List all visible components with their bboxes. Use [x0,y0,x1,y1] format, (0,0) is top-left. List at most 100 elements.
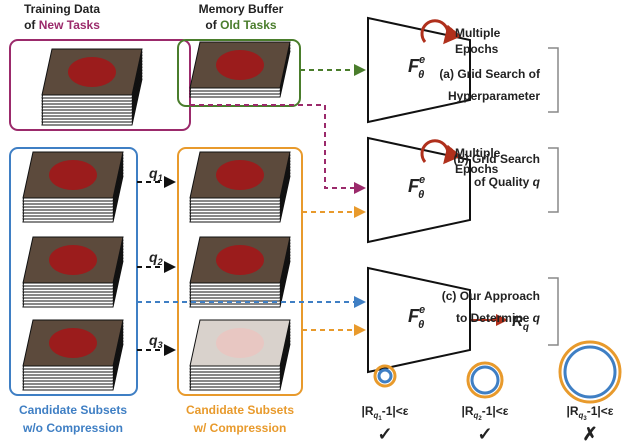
label: 2 [478,416,482,422]
bracket [548,47,559,113]
circle [377,368,393,384]
label: θ [418,319,424,331]
label: to Determine [456,311,533,325]
bracket [548,277,559,346]
label: New Tasks [39,18,100,32]
conditions: |Rq1-1|<ε✓|Rq2-1|<ε✓|Rq3-1|<ε✗ [362,404,614,444]
model [367,266,471,374]
result: ✓ [477,424,492,444]
label: 3 [583,416,587,422]
label: q [149,165,158,181]
label: 1 [158,173,163,183]
label: e [419,54,425,66]
label: q [533,311,541,325]
quality-label: q1 [149,165,163,183]
condition: |Rq3-1|<ε [567,404,614,422]
label: w/o Compression [22,421,123,435]
circle [470,365,500,395]
label: Hyperparameter [448,89,540,103]
label: to Determine q [456,311,541,325]
label: -1|<ε [587,404,614,418]
arrow [190,104,366,194]
label: Epochs [455,162,499,176]
label: |R [362,404,374,418]
output-label: Rq [512,313,529,333]
compressed-box [177,147,303,396]
label: e [419,174,425,186]
arrows [137,64,366,356]
model-label: Fe θ [408,174,425,201]
label: Old Tasks [220,18,277,32]
label: q [149,249,158,265]
label: e [419,304,425,316]
label: Epochs [455,42,499,56]
label: Multiple [455,146,501,160]
uncompressed-box [9,147,138,396]
circles [373,340,622,404]
label: |R [567,404,579,418]
label: Memory Buffer [199,2,284,16]
condition: |Rq2-1|<ε [462,404,509,422]
object [49,328,97,358]
label: Training Data [24,2,100,16]
circle [558,340,622,404]
label: (a) Grid Search of [439,67,541,81]
model-labels: Fe θFe θFe θ [408,54,425,331]
label: w/ Compression [193,421,287,435]
models [367,16,471,374]
label: F [408,176,420,196]
label: 2 [157,257,163,267]
label: Candidate Subsets [19,403,127,417]
label: F [408,56,420,76]
object [216,50,264,80]
brackets [548,47,559,346]
label: |R [462,404,474,418]
label: of New Tasks [24,18,100,32]
quality-label: q3 [149,332,163,350]
label: F [408,306,420,326]
label: of Quality [474,175,533,189]
label: q [533,175,541,189]
label: Multiple [455,26,501,40]
model-label: Fe θ [408,304,425,331]
loops [420,19,462,165]
epoch-loop [420,139,462,165]
model-label: Fe θ [408,54,425,81]
circle [373,364,397,388]
result: ✗ [582,424,597,444]
object [49,160,97,190]
object [49,245,97,275]
epoch-loop [420,19,462,45]
label: q [474,411,479,420]
label: Candidate Subsets [186,403,294,417]
new-tasks-box [9,39,191,131]
label: θ [418,189,424,201]
object [216,160,264,190]
label: q [149,332,158,348]
circle [466,361,504,399]
quality-label: q2 [149,249,163,267]
label: of [24,18,39,32]
label: 1 [378,416,382,422]
label: 3 [158,340,163,350]
label: q [579,411,584,420]
circle [563,345,617,399]
label: q [523,322,529,333]
label: q [374,411,379,420]
bracket [548,147,559,213]
label: θ [418,69,424,81]
object [216,245,264,275]
object [68,57,116,87]
label: of [205,18,220,32]
object [216,328,264,358]
result: ✓ [377,424,392,444]
condition: |Rq1-1|<ε [362,404,409,422]
label: (b) Grid Search [453,152,540,166]
label: R [512,313,523,330]
stacks [22,41,291,391]
label: of Quality q [474,175,541,189]
label: -1|<ε [382,404,409,418]
label: -1|<ε [482,404,509,418]
label: (c) Our Approach [442,289,540,303]
